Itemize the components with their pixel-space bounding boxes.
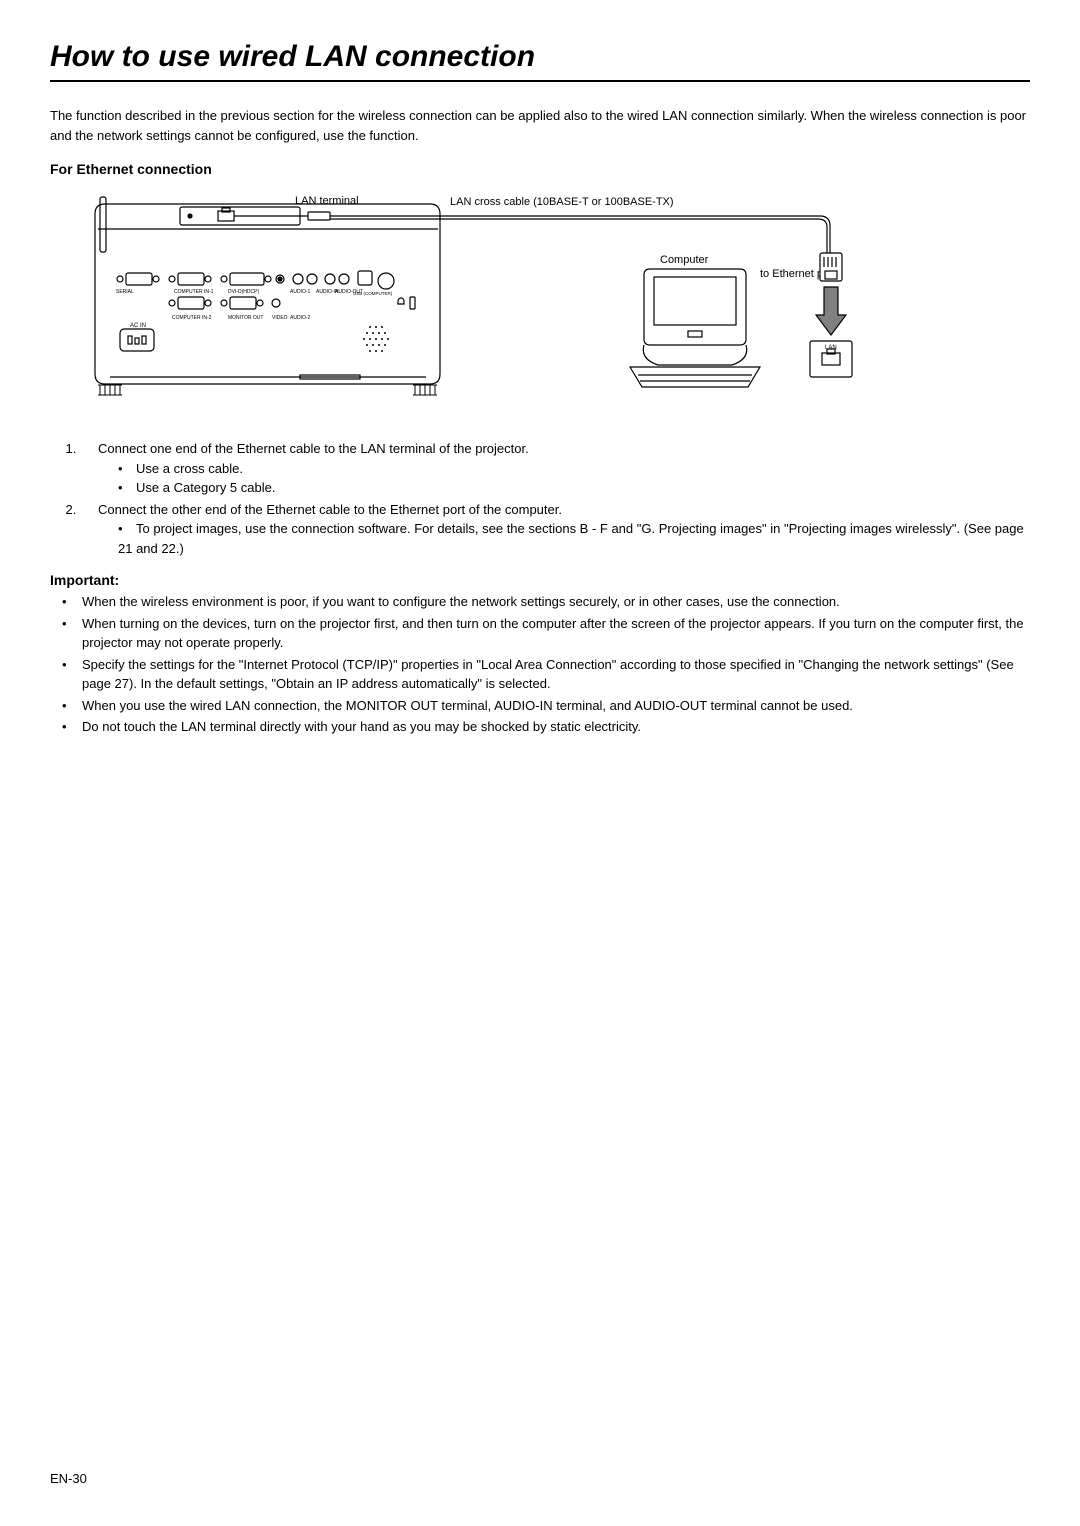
important-1: When the wireless environment is poor, i… — [62, 592, 1030, 612]
svg-text:LAN: LAN — [825, 345, 837, 351]
important-list: When the wireless environment is poor, i… — [50, 592, 1030, 737]
intro-text: The function described in the previous s… — [50, 106, 1030, 145]
svg-text:MONITOR OUT: MONITOR OUT — [228, 315, 263, 321]
cable-label: LAN cross cable (10BASE-T or 100BASE-TX) — [450, 196, 674, 208]
step-2-sub-1: To project images, use the connection so… — [118, 519, 1030, 558]
step-1: Connect one end of the Ethernet cable to… — [80, 439, 1030, 498]
svg-text:AC IN: AC IN — [130, 323, 146, 329]
ethernet-subhead: For Ethernet connection — [50, 161, 1030, 177]
lan-terminal-label: LAN terminal — [295, 195, 359, 207]
svg-text:AUDIO-2: AUDIO-2 — [290, 315, 311, 321]
important-3: Specify the settings for the "Internet P… — [62, 655, 1030, 694]
page-number: EN-30 — [50, 1471, 87, 1486]
computer-label: Computer — [660, 254, 709, 266]
important-heading: Important: — [50, 572, 1030, 588]
important-4: When you use the wired LAN connection, t… — [62, 696, 1030, 716]
svg-text:DVI-D(HDCP): DVI-D(HDCP) — [228, 289, 259, 295]
important-5: Do not touch the LAN terminal directly w… — [62, 717, 1030, 737]
svg-text:SERIAL: SERIAL — [116, 289, 134, 295]
step-2: Connect the other end of the Ethernet ca… — [80, 500, 1030, 559]
svg-text:AUDIO-1: AUDIO-1 — [290, 289, 311, 295]
step-1-sub-1: Use a cross cable. — [118, 459, 1030, 479]
svg-text:COMPUTER IN-2: COMPUTER IN-2 — [172, 315, 212, 321]
steps-list: Connect one end of the Ethernet cable to… — [50, 439, 1030, 558]
page-title: How to use wired LAN connection — [50, 40, 1030, 82]
svg-text:USB (COMPUTER): USB (COMPUTER) — [353, 291, 393, 296]
svg-text:COMPUTER IN-1: COMPUTER IN-1 — [174, 289, 214, 295]
important-2: When turning on the devices, turn on the… — [62, 614, 1030, 653]
step-1-sub-2: Use a Category 5 cable. — [118, 478, 1030, 498]
svg-text:VIDEO: VIDEO — [272, 315, 288, 321]
connection-diagram: LAN terminal SERIAL COMPUTER IN-1 DVI-D(… — [50, 189, 1030, 419]
